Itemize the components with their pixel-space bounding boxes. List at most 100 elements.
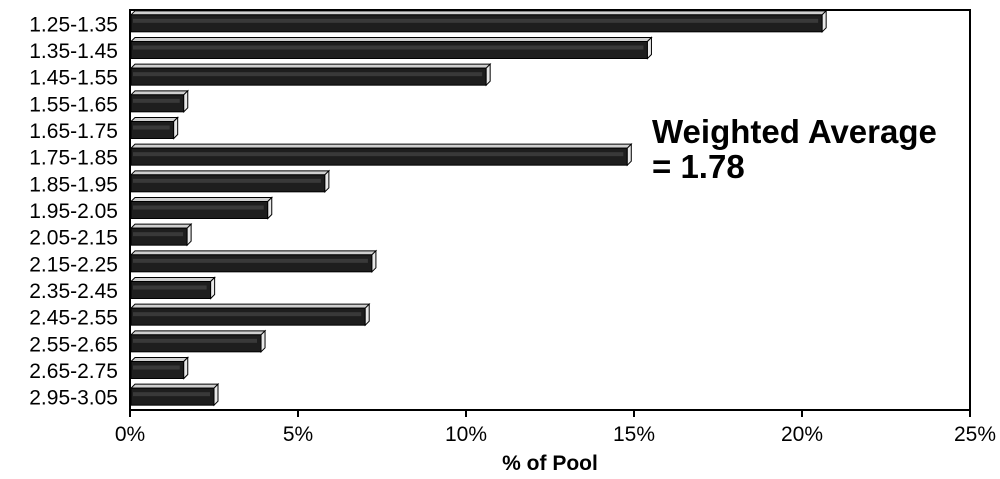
bar-end-face [821, 9, 827, 34]
category-label: 2.45-2.55 [29, 307, 118, 330]
bar [130, 147, 628, 166]
bar-1.25-1.35 [129, 9, 828, 34]
bar-end-face [485, 62, 491, 87]
bar-top-face [129, 10, 828, 16]
bar-highlight [133, 312, 362, 317]
bar-top-face [129, 117, 179, 122]
bar-2.95-3.05 [129, 382, 220, 407]
bar-end-face [364, 302, 370, 327]
bar-end-face [646, 36, 652, 60]
bar-end-face [173, 116, 179, 140]
category-label: 2.65-2.75 [29, 360, 118, 383]
bar-2.55-2.65 [129, 329, 267, 354]
bar-end-face [267, 196, 273, 220]
bar-end-face [183, 89, 189, 114]
x-tick-label: 15% [613, 423, 655, 446]
bar-highlight [133, 365, 180, 370]
bars-group [129, 9, 828, 407]
bar [130, 174, 326, 193]
bar [130, 94, 185, 113]
bar-2.65-2.75 [129, 356, 189, 380]
category-label: 1.65-1.75 [29, 120, 118, 143]
annotation-line-1: Weighted Average [652, 113, 937, 150]
bar-top-face [129, 383, 220, 389]
bar-highlight [133, 178, 321, 183]
bar-top-face [129, 63, 492, 69]
bar-highlight [133, 125, 170, 130]
bar [130, 361, 185, 379]
bar-end-face [210, 276, 216, 300]
category-label: 2.55-2.65 [29, 333, 118, 356]
bar-2.15-2.25 [129, 249, 378, 274]
x-tick-label: 5% [283, 423, 313, 446]
x-tick-label: 20% [781, 423, 823, 446]
bar-highlight [133, 152, 624, 157]
bar-highlight [133, 338, 258, 343]
bar-top-face [129, 357, 189, 362]
bar-highlight [133, 18, 819, 23]
x-axis-ticks: 0% 5% 10% 15% 20% 25% [115, 410, 996, 446]
bar-2.35-2.45 [129, 276, 216, 300]
bar-top-face [129, 303, 371, 309]
category-label: 1.45-1.55 [29, 67, 118, 90]
x-tick-label: 0% [115, 423, 145, 446]
x-tick-label: 10% [445, 423, 487, 446]
bar-highlight [133, 45, 644, 50]
category-label: 1.25-1.35 [29, 13, 118, 36]
bar-1.55-1.65 [129, 89, 189, 114]
bar [130, 387, 215, 406]
bar-highlight [133, 72, 483, 77]
bar [130, 307, 366, 326]
bar [130, 41, 648, 59]
bar [130, 14, 823, 33]
bar-highlight [133, 232, 184, 237]
bar-end-face [213, 382, 219, 407]
category-label: 1.85-1.95 [29, 173, 118, 196]
bar-end-face [183, 356, 189, 380]
bar-top-face [129, 37, 653, 42]
category-label: 1.55-1.65 [29, 93, 118, 116]
bar-1.45-1.55 [129, 62, 492, 87]
bar-top-face [129, 277, 216, 282]
bar-2.45-2.55 [129, 302, 371, 327]
bar-highlight [133, 285, 207, 290]
bar-highlight [133, 98, 180, 103]
bar-end-face [371, 249, 377, 274]
bar [130, 121, 175, 139]
plot-frame [129, 9, 971, 411]
category-label: 1.75-1.85 [29, 147, 118, 170]
bar [130, 227, 188, 246]
category-label: 2.15-2.25 [29, 253, 118, 276]
bar-1.85-1.95 [129, 169, 331, 194]
bar-highlight [133, 392, 210, 397]
category-label: 2.05-2.15 [29, 227, 118, 250]
bar-top-face [129, 90, 189, 96]
bar-end-face [324, 169, 330, 194]
bar [130, 281, 212, 299]
bar-top-face [129, 170, 331, 176]
bar-top-face [129, 330, 267, 336]
bar [130, 201, 269, 219]
bar [130, 254, 373, 273]
category-labels: 1.25-1.35 1.35-1.45 1.45-1.55 1.55-1.65 1.65… [29, 13, 118, 409]
bar [130, 334, 262, 353]
category-label: 2.95-3.05 [29, 387, 118, 410]
bar-top-face [129, 223, 193, 229]
bar-highlight [133, 258, 368, 263]
bar-1.95-2.05 [129, 196, 273, 220]
category-label: 2.35-2.45 [29, 280, 118, 303]
annotation-line-2: = 1.78 [652, 148, 745, 185]
x-axis-title: % of Pool [502, 452, 598, 475]
bar-end-face [186, 222, 192, 247]
bar [130, 67, 487, 86]
bar-1.75-1.85 [129, 142, 633, 167]
bar-top-face [129, 250, 378, 256]
x-tick-label: 25% [954, 423, 996, 446]
bar-top-face [129, 197, 273, 202]
bar-highlight [133, 205, 264, 210]
bar-1.65-1.75 [129, 116, 179, 140]
bar-1.35-1.45 [129, 36, 653, 60]
category-label: 1.95-2.05 [29, 200, 118, 223]
bar-end-face [626, 142, 632, 167]
